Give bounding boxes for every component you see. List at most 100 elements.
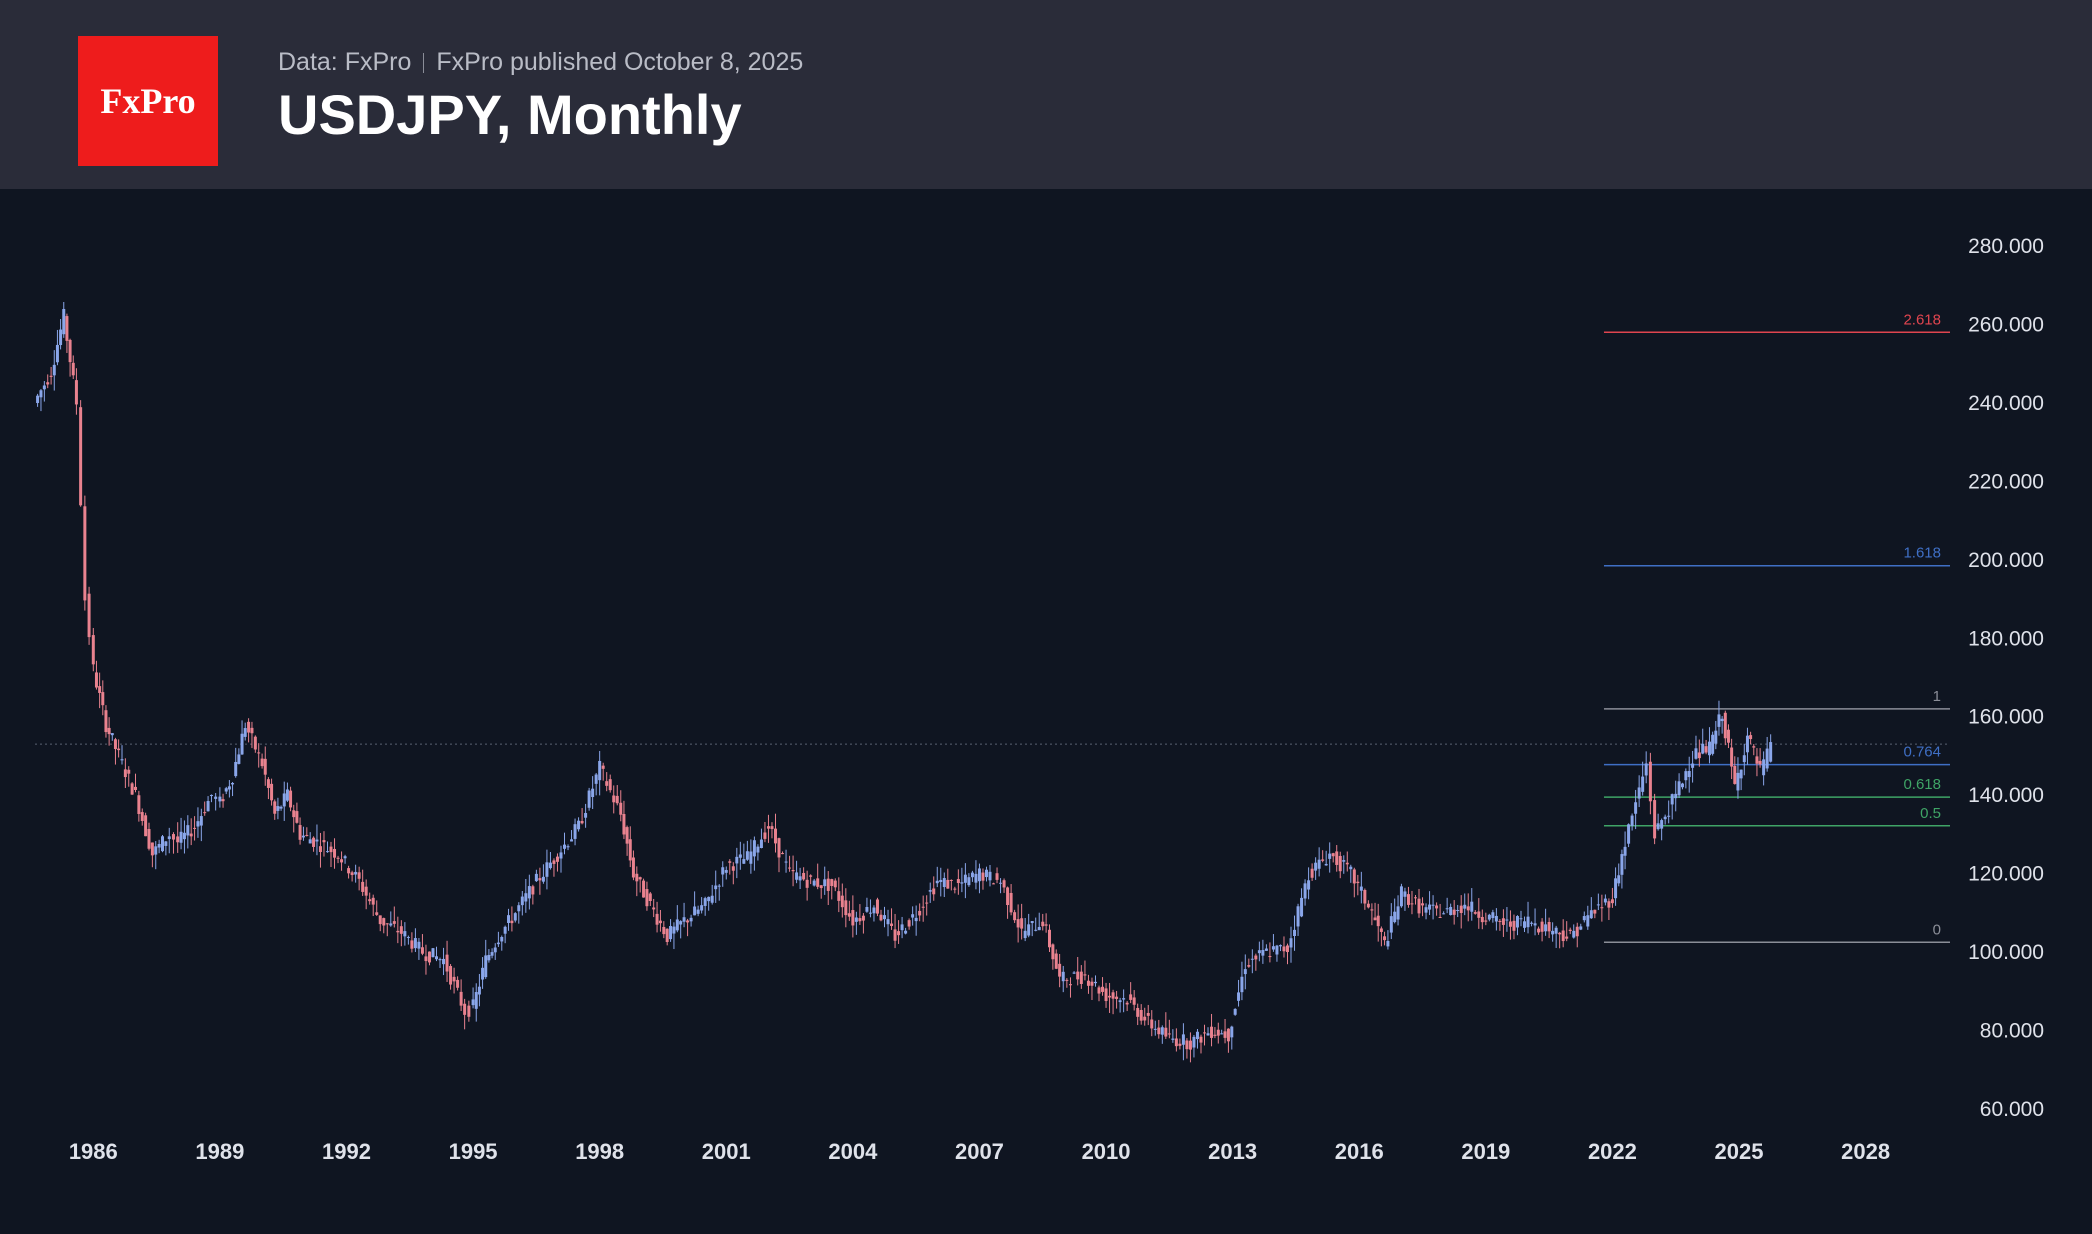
- candle-body: [487, 954, 491, 961]
- candle-body: [46, 382, 50, 385]
- candle-body: [658, 920, 662, 924]
- candle-body: [1413, 897, 1417, 899]
- candle-body: [107, 727, 111, 735]
- candle-body: [263, 758, 267, 775]
- candle-body: [981, 872, 985, 881]
- candle-body: [1393, 911, 1397, 923]
- candle-body: [1243, 969, 1247, 975]
- candle-body: [357, 872, 361, 879]
- candle-body: [1086, 980, 1090, 986]
- candle-body: [1733, 765, 1737, 784]
- candle-body: [227, 786, 231, 790]
- candle-body: [322, 840, 326, 843]
- candle-body: [1487, 914, 1491, 920]
- candle-body: [598, 760, 602, 781]
- candle-body: [566, 846, 570, 848]
- candle-body: [1366, 903, 1370, 908]
- candle-body: [182, 832, 186, 840]
- candle-body: [594, 774, 598, 784]
- candle-body: [1470, 901, 1474, 912]
- candle-body: [285, 789, 289, 801]
- candle-body: [1755, 756, 1759, 764]
- candle-body: [503, 926, 507, 934]
- candle-body: [1002, 880, 1006, 888]
- candle-body: [619, 802, 623, 815]
- candle-body: [1373, 917, 1377, 921]
- candle-body: [1641, 776, 1645, 792]
- candle-body: [861, 915, 865, 921]
- candle-body: [71, 362, 75, 376]
- candle-body: [631, 857, 635, 878]
- candle-body: [635, 873, 639, 882]
- candle-body: [1762, 759, 1766, 776]
- candle-body: [1030, 921, 1034, 924]
- candle-body: [1160, 1027, 1164, 1035]
- candle-body: [1561, 930, 1565, 942]
- candle-body: [186, 825, 190, 836]
- candle-body: [693, 906, 697, 916]
- candle-body: [833, 880, 837, 888]
- candle-body: [731, 866, 735, 871]
- candle-body: [977, 868, 981, 882]
- candle-body: [1466, 906, 1470, 911]
- candle-body: [1656, 823, 1660, 830]
- candle-body: [1707, 741, 1711, 756]
- candle-body: [802, 872, 806, 880]
- candle-body: [279, 806, 283, 809]
- candle-body: [1523, 921, 1527, 928]
- candle-body: [449, 966, 453, 985]
- candle-body: [893, 929, 897, 941]
- candle-body: [914, 917, 918, 922]
- candle-body: [1459, 905, 1463, 913]
- candle-body: [1431, 904, 1435, 906]
- y-tick-label: 60.000: [1980, 1098, 2044, 1121]
- candle-body: [98, 686, 102, 693]
- candle-body: [1047, 929, 1051, 948]
- candle-body: [130, 783, 134, 795]
- candle-body: [625, 827, 629, 844]
- candle-body: [260, 758, 264, 767]
- candle-body: [858, 918, 862, 922]
- candle-body: [74, 380, 78, 405]
- candle-body: [798, 876, 802, 881]
- candle-body: [295, 811, 299, 823]
- candle-body: [49, 375, 53, 377]
- candle-body: [628, 839, 632, 861]
- candle-body: [1383, 936, 1387, 941]
- candle-body: [87, 593, 91, 638]
- candle-body: [1097, 987, 1101, 994]
- candle-body: [1396, 906, 1400, 920]
- candle-body: [1579, 926, 1583, 930]
- chart-title: USDJPY, Monthly: [278, 83, 742, 146]
- logo-text: FxPro: [100, 81, 196, 121]
- candle-body: [524, 893, 528, 902]
- candle-body: [563, 844, 567, 849]
- candle-body: [1473, 912, 1477, 914]
- candle-body: [1648, 761, 1652, 802]
- candle-body: [573, 824, 577, 839]
- candle-body: [1328, 853, 1332, 859]
- candle-body: [791, 870, 795, 872]
- candle-body: [218, 796, 222, 802]
- candle-body: [147, 829, 151, 849]
- candle-body: [1551, 930, 1555, 935]
- candle-body: [1324, 863, 1328, 866]
- fib-level-label: 0.5: [1920, 805, 1941, 822]
- candle-body: [946, 879, 950, 889]
- candle-body: [289, 790, 293, 808]
- candle-body: [1261, 950, 1265, 956]
- candle-body: [298, 825, 302, 840]
- candle-body: [399, 926, 403, 934]
- candle-body: [144, 815, 148, 837]
- candle-body: [703, 898, 707, 906]
- x-tick-label: 2010: [1082, 1139, 1131, 1164]
- candle-body: [907, 920, 911, 927]
- candle-body: [921, 906, 925, 908]
- candle-body: [707, 896, 711, 902]
- candle-body: [1558, 932, 1562, 935]
- candle-body: [179, 831, 183, 843]
- candle-body: [1363, 889, 1367, 904]
- candle-body: [918, 910, 922, 916]
- candle-body: [1526, 916, 1530, 928]
- candle-body: [1027, 924, 1031, 936]
